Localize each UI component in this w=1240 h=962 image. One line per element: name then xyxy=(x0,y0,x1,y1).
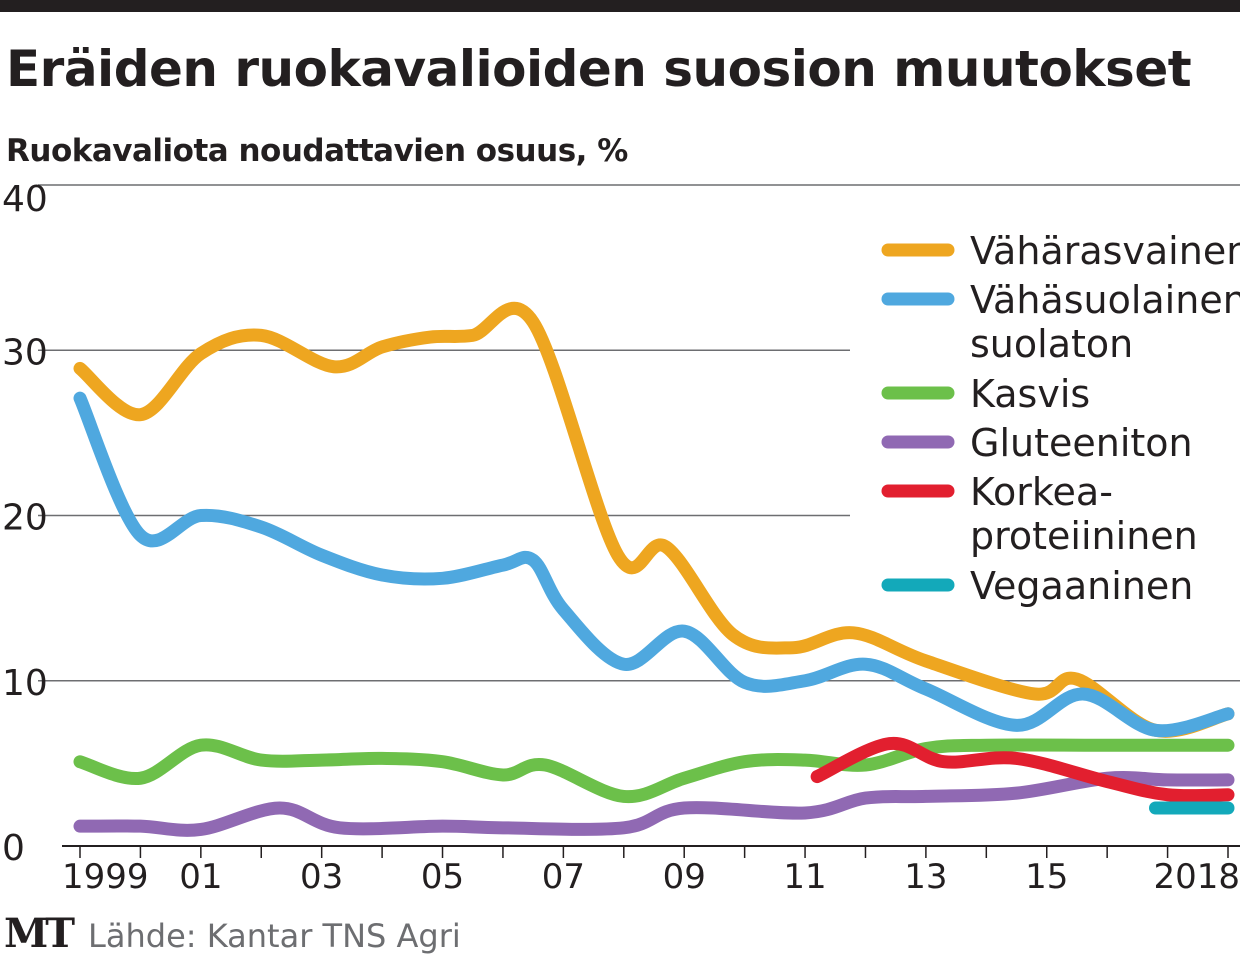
x-tick-label: 11 xyxy=(783,857,826,897)
series-line-vähäsuolainen-suolaton xyxy=(73,391,1235,738)
legend-background xyxy=(850,220,1240,610)
legend-label: Kasvis xyxy=(970,372,1090,416)
y-tick-label: 0 xyxy=(2,828,25,869)
series-line-kasvis xyxy=(73,738,1235,804)
x-tick-label: 2018 xyxy=(1153,857,1240,897)
chart-title: Eräiden ruokavalioiden suosion muutokset xyxy=(6,40,1192,98)
chart-subtitle: Ruokavaliota noudattavien osuus, % xyxy=(6,133,628,169)
legend-label: Vähärasvainen xyxy=(970,229,1240,273)
mt-logo: MT xyxy=(4,910,75,957)
y-tick-label: 10 xyxy=(2,663,48,704)
y-tick-label: 20 xyxy=(2,498,48,539)
x-tick-label: 05 xyxy=(421,857,464,897)
series-line-korkea-proteiininen xyxy=(810,736,1235,803)
legend-label: Vegaaninen xyxy=(970,564,1193,608)
legend-label: suolaton xyxy=(970,322,1133,366)
y-tick-label: 40 xyxy=(2,179,48,220)
x-tick-label: 13 xyxy=(904,857,947,897)
top-rule xyxy=(0,0,1240,12)
x-tick-label: 09 xyxy=(663,857,706,897)
legend-label: Vähäsuolainen/ xyxy=(970,278,1240,322)
source-footer: MT Lähde: Kantar TNS Agri xyxy=(4,910,461,957)
legend-label: Korkea- xyxy=(970,470,1113,514)
series-line-vähärasvainen xyxy=(73,301,1235,738)
x-tick-label: 01 xyxy=(179,857,222,897)
legend-label: proteiininen xyxy=(970,514,1198,558)
legend-label: Gluteeniton xyxy=(970,421,1193,465)
x-tick-label: 03 xyxy=(300,857,343,897)
x-tick-label: 07 xyxy=(542,857,585,897)
x-tick-label: 15 xyxy=(1025,857,1068,897)
series-line-gluteeniton xyxy=(73,771,1235,837)
x-tick-label: 1999 xyxy=(62,857,149,897)
source-text: Lähde: Kantar TNS Agri xyxy=(88,917,461,955)
y-tick-label: 30 xyxy=(2,332,48,373)
